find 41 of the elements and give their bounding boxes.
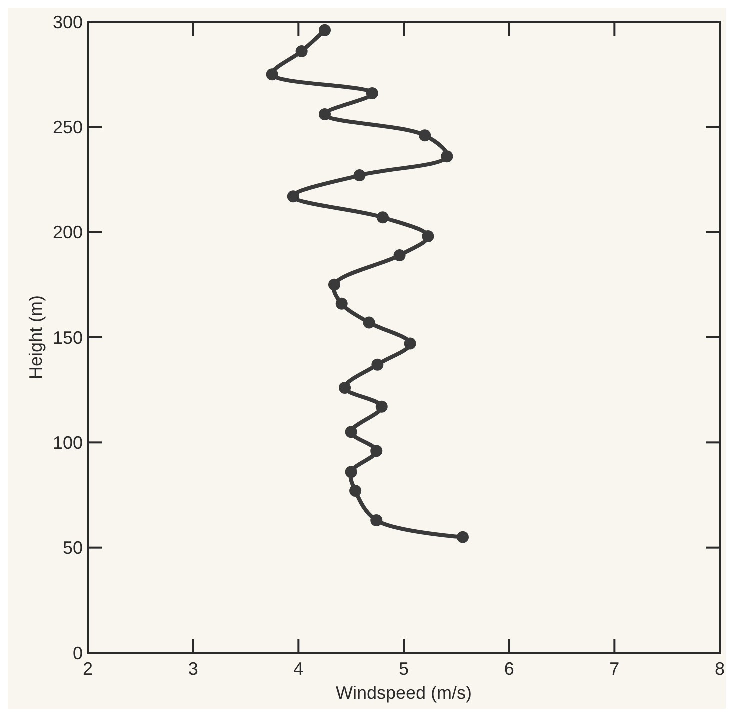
point	[296, 45, 308, 58]
point	[345, 466, 358, 478]
y-tick-label: 100	[52, 432, 83, 453]
point	[287, 190, 300, 203]
x-tick-label: 2	[82, 659, 94, 679]
point	[394, 249, 406, 262]
point	[350, 485, 362, 498]
point	[354, 170, 366, 182]
point	[319, 108, 331, 121]
y-tick-label: 150	[52, 328, 83, 348]
x-tick-label: 7	[610, 659, 620, 679]
point	[441, 150, 454, 163]
point	[336, 298, 348, 310]
x-tick-label: 6	[504, 659, 514, 679]
point	[376, 212, 389, 224]
point	[376, 400, 388, 413]
y-tick-label: 250	[52, 117, 83, 138]
point	[370, 514, 383, 526]
x-tick-label: 5	[398, 659, 410, 679]
point	[319, 24, 331, 36]
point	[370, 445, 383, 458]
point	[456, 531, 469, 544]
point	[345, 426, 358, 438]
x-tick-label: 3	[188, 659, 198, 679]
y-tick-label: 0	[72, 643, 83, 664]
point	[366, 88, 378, 100]
point	[266, 68, 278, 81]
point	[404, 338, 416, 350]
point	[422, 230, 434, 243]
x-axis-title: Windspeed (m/s)	[336, 683, 472, 703]
x-tick-label: 4	[294, 659, 304, 679]
x-tick-label: 8	[714, 659, 726, 679]
point	[419, 130, 432, 142]
y-axis-title: Height (m)	[26, 295, 46, 380]
y-tick-label: 200	[52, 222, 83, 243]
point	[339, 382, 352, 394]
point	[363, 316, 376, 329]
y-tick-label: 300	[52, 12, 83, 32]
y-tick-label: 50	[62, 538, 83, 558]
point	[372, 358, 384, 371]
point	[328, 278, 340, 291]
